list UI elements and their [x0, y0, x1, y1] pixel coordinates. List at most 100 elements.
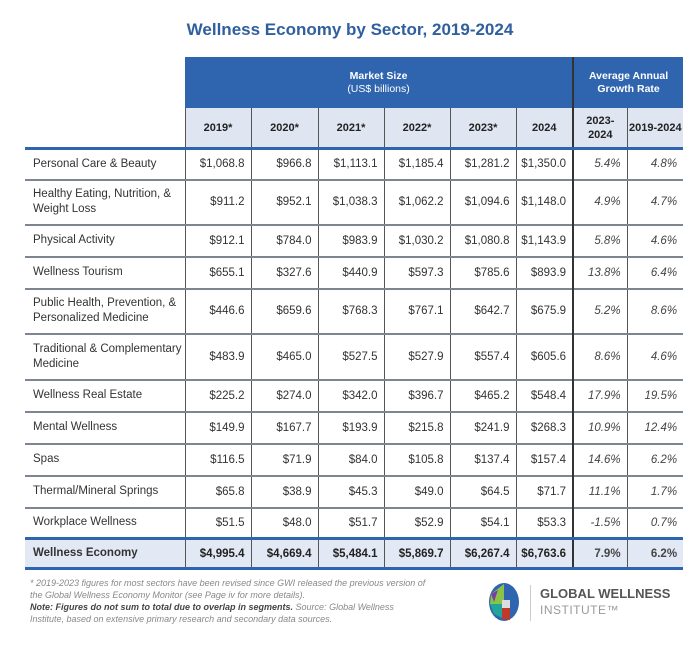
- growth-cell: 5.2%: [572, 287, 628, 334]
- market-value-cell: $52.9: [383, 506, 450, 539]
- table-row: Healthy Eating, Nutrition, & Weight Loss…: [25, 178, 684, 225]
- growth-cell: 12.4%: [626, 410, 684, 444]
- table-row: Wellness Tourism $655.1 $327.6 $440.9 $597.3…: [25, 255, 684, 289]
- growth-cell: 10.9%: [572, 410, 628, 444]
- sector-label: Wellness Real Estate: [25, 378, 185, 412]
- market-value-cell: $268.3: [515, 410, 574, 444]
- market-value-cell: $675.9: [515, 287, 574, 334]
- market-value-cell: $548.4: [515, 378, 574, 412]
- market-value-cell: $557.4: [449, 332, 516, 380]
- market-value-cell: $49.0: [383, 474, 450, 508]
- market-value-cell: $54.1: [449, 506, 516, 539]
- market-value-cell: $274.0: [250, 378, 318, 412]
- footnote-note: Note: Figures do not sum to total due to…: [30, 602, 294, 612]
- brand-name: GLOBAL WELLNESS: [540, 586, 671, 601]
- market-value-cell: $6,763.6: [515, 537, 574, 570]
- gwi-logo-icon: [489, 583, 519, 621]
- sector-label: Healthy Eating, Nutrition, & Weight Loss: [25, 178, 185, 225]
- market-value-cell: $966.8: [250, 147, 318, 180]
- growth-cell: -1.5%: [572, 506, 628, 539]
- year-header: 2019*: [184, 108, 251, 149]
- table-row: Physical Activity $912.1 $784.0 $983.9 $1,03…: [25, 223, 684, 257]
- sector-label: Traditional & Complementary Medicine: [25, 332, 185, 380]
- year-header: 2022*: [383, 108, 450, 149]
- market-value-cell: $1,038.3: [317, 178, 384, 225]
- market-value-cell: $241.9: [449, 410, 516, 444]
- growth-cell: 4.7%: [626, 178, 684, 225]
- table-row: Personal Care & Beauty $1,068.8 $966.8 $1,1…: [25, 147, 684, 180]
- market-value-cell: $527.5: [317, 332, 384, 380]
- market-value-cell: $157.4: [515, 442, 574, 476]
- table-row: Public Health, Prevention, & Personalize…: [25, 287, 684, 334]
- growth-cell: 6.4%: [626, 255, 684, 289]
- market-value-cell: $396.7: [383, 378, 450, 412]
- market-value-cell: $71.9: [250, 442, 318, 476]
- market-value-cell: $527.9: [383, 332, 450, 380]
- year-header: 2021*: [317, 108, 384, 149]
- market-value-cell: $440.9: [317, 255, 384, 289]
- corner-cell: [25, 57, 185, 108]
- growth-cell: 6.2%: [626, 537, 684, 570]
- sector-label: Public Health, Prevention, & Personalize…: [25, 287, 185, 334]
- market-value-cell: $116.5: [184, 442, 251, 476]
- brand-subname: INSTITUTE™: [540, 603, 619, 617]
- market-value-cell: $105.8: [383, 442, 450, 476]
- market-value-cell: $465.0: [250, 332, 318, 380]
- market-value-cell: $784.0: [250, 223, 318, 257]
- growth-cell: 0.7%: [626, 506, 684, 539]
- wellness-table: Market Size (US$ billions) Average Annua…: [25, 57, 684, 570]
- market-value-cell: $149.9: [184, 410, 251, 444]
- market-value-cell: $911.2: [184, 178, 251, 225]
- sector-label: Thermal/Mineral Springs: [25, 474, 185, 508]
- growth-cell: 17.9%: [572, 378, 628, 412]
- growth-cell: 4.9%: [572, 178, 628, 225]
- logo-divider: [530, 585, 531, 621]
- market-value-cell: $1,185.4: [383, 147, 450, 180]
- market-value-cell: $38.9: [250, 474, 318, 508]
- growth-cell: 5.8%: [572, 223, 628, 257]
- growth-period-header: 2019-2024: [626, 108, 684, 149]
- sector-label: Personal Care & Beauty: [25, 147, 185, 180]
- market-value-cell: $1,068.8: [184, 147, 251, 180]
- market-value-cell: $6,267.4: [449, 537, 516, 570]
- table-row: Thermal/Mineral Springs $65.8 $38.9 $45.3 $4…: [25, 474, 684, 508]
- market-value-cell: $71.7: [515, 474, 574, 508]
- growth-cell: 11.1%: [572, 474, 628, 508]
- market-value-cell: $167.7: [250, 410, 318, 444]
- market-value-cell: $5,484.1: [317, 537, 384, 570]
- sector-label: Physical Activity: [25, 223, 185, 257]
- growth-period-header: 2023-2024: [572, 108, 628, 149]
- market-value-cell: $1,113.1: [317, 147, 384, 180]
- market-value-cell: $642.7: [449, 287, 516, 334]
- market-value-cell: $137.4: [449, 442, 516, 476]
- market-value-cell: $1,094.6: [449, 178, 516, 225]
- market-value-cell: $655.1: [184, 255, 251, 289]
- table-row: Traditional & Complementary Medicine $483…: [25, 332, 684, 380]
- growth-cell: 7.9%: [572, 537, 628, 570]
- sector-label: Wellness Economy: [25, 537, 185, 570]
- market-value-cell: $215.8: [383, 410, 450, 444]
- growth-cell: 14.6%: [572, 442, 628, 476]
- market-value-cell: $767.1: [383, 287, 450, 334]
- table-row: Wellness Real Estate $225.2 $274.0 $342.0 $3…: [25, 378, 684, 412]
- total-row: Wellness Economy $4,995.4 $4,669.4 $5,484.1…: [25, 537, 684, 570]
- sector-label: Mental Wellness: [25, 410, 185, 444]
- table-row: Mental Wellness $149.9 $167.7 $193.9 $215.8 $…: [25, 410, 684, 444]
- market-value-cell: $1,281.2: [449, 147, 516, 180]
- market-value-cell: $1,030.2: [383, 223, 450, 257]
- market-value-cell: $785.6: [449, 255, 516, 289]
- market-size-label: Market Size: [349, 69, 408, 82]
- growth-cell: 1.7%: [626, 474, 684, 508]
- growth-cell: 4.6%: [626, 332, 684, 380]
- market-value-cell: $605.6: [515, 332, 574, 380]
- page-title: Wellness Economy by Sector, 2019-2024: [186, 20, 514, 39]
- market-value-cell: $952.1: [250, 178, 318, 225]
- table-row: Spas $116.5 $71.9 $84.0 $105.8 $137.4 $157.4 14…: [25, 442, 684, 476]
- sector-label: Wellness Tourism: [25, 255, 185, 289]
- growth-cell: 13.8%: [572, 255, 628, 289]
- growth-cell: 4.6%: [626, 223, 684, 257]
- footnote-source: Source: Global Wellness Institute, based…: [30, 602, 394, 624]
- market-value-cell: $659.6: [250, 287, 318, 334]
- market-size-unit: (US$ billions): [347, 82, 410, 95]
